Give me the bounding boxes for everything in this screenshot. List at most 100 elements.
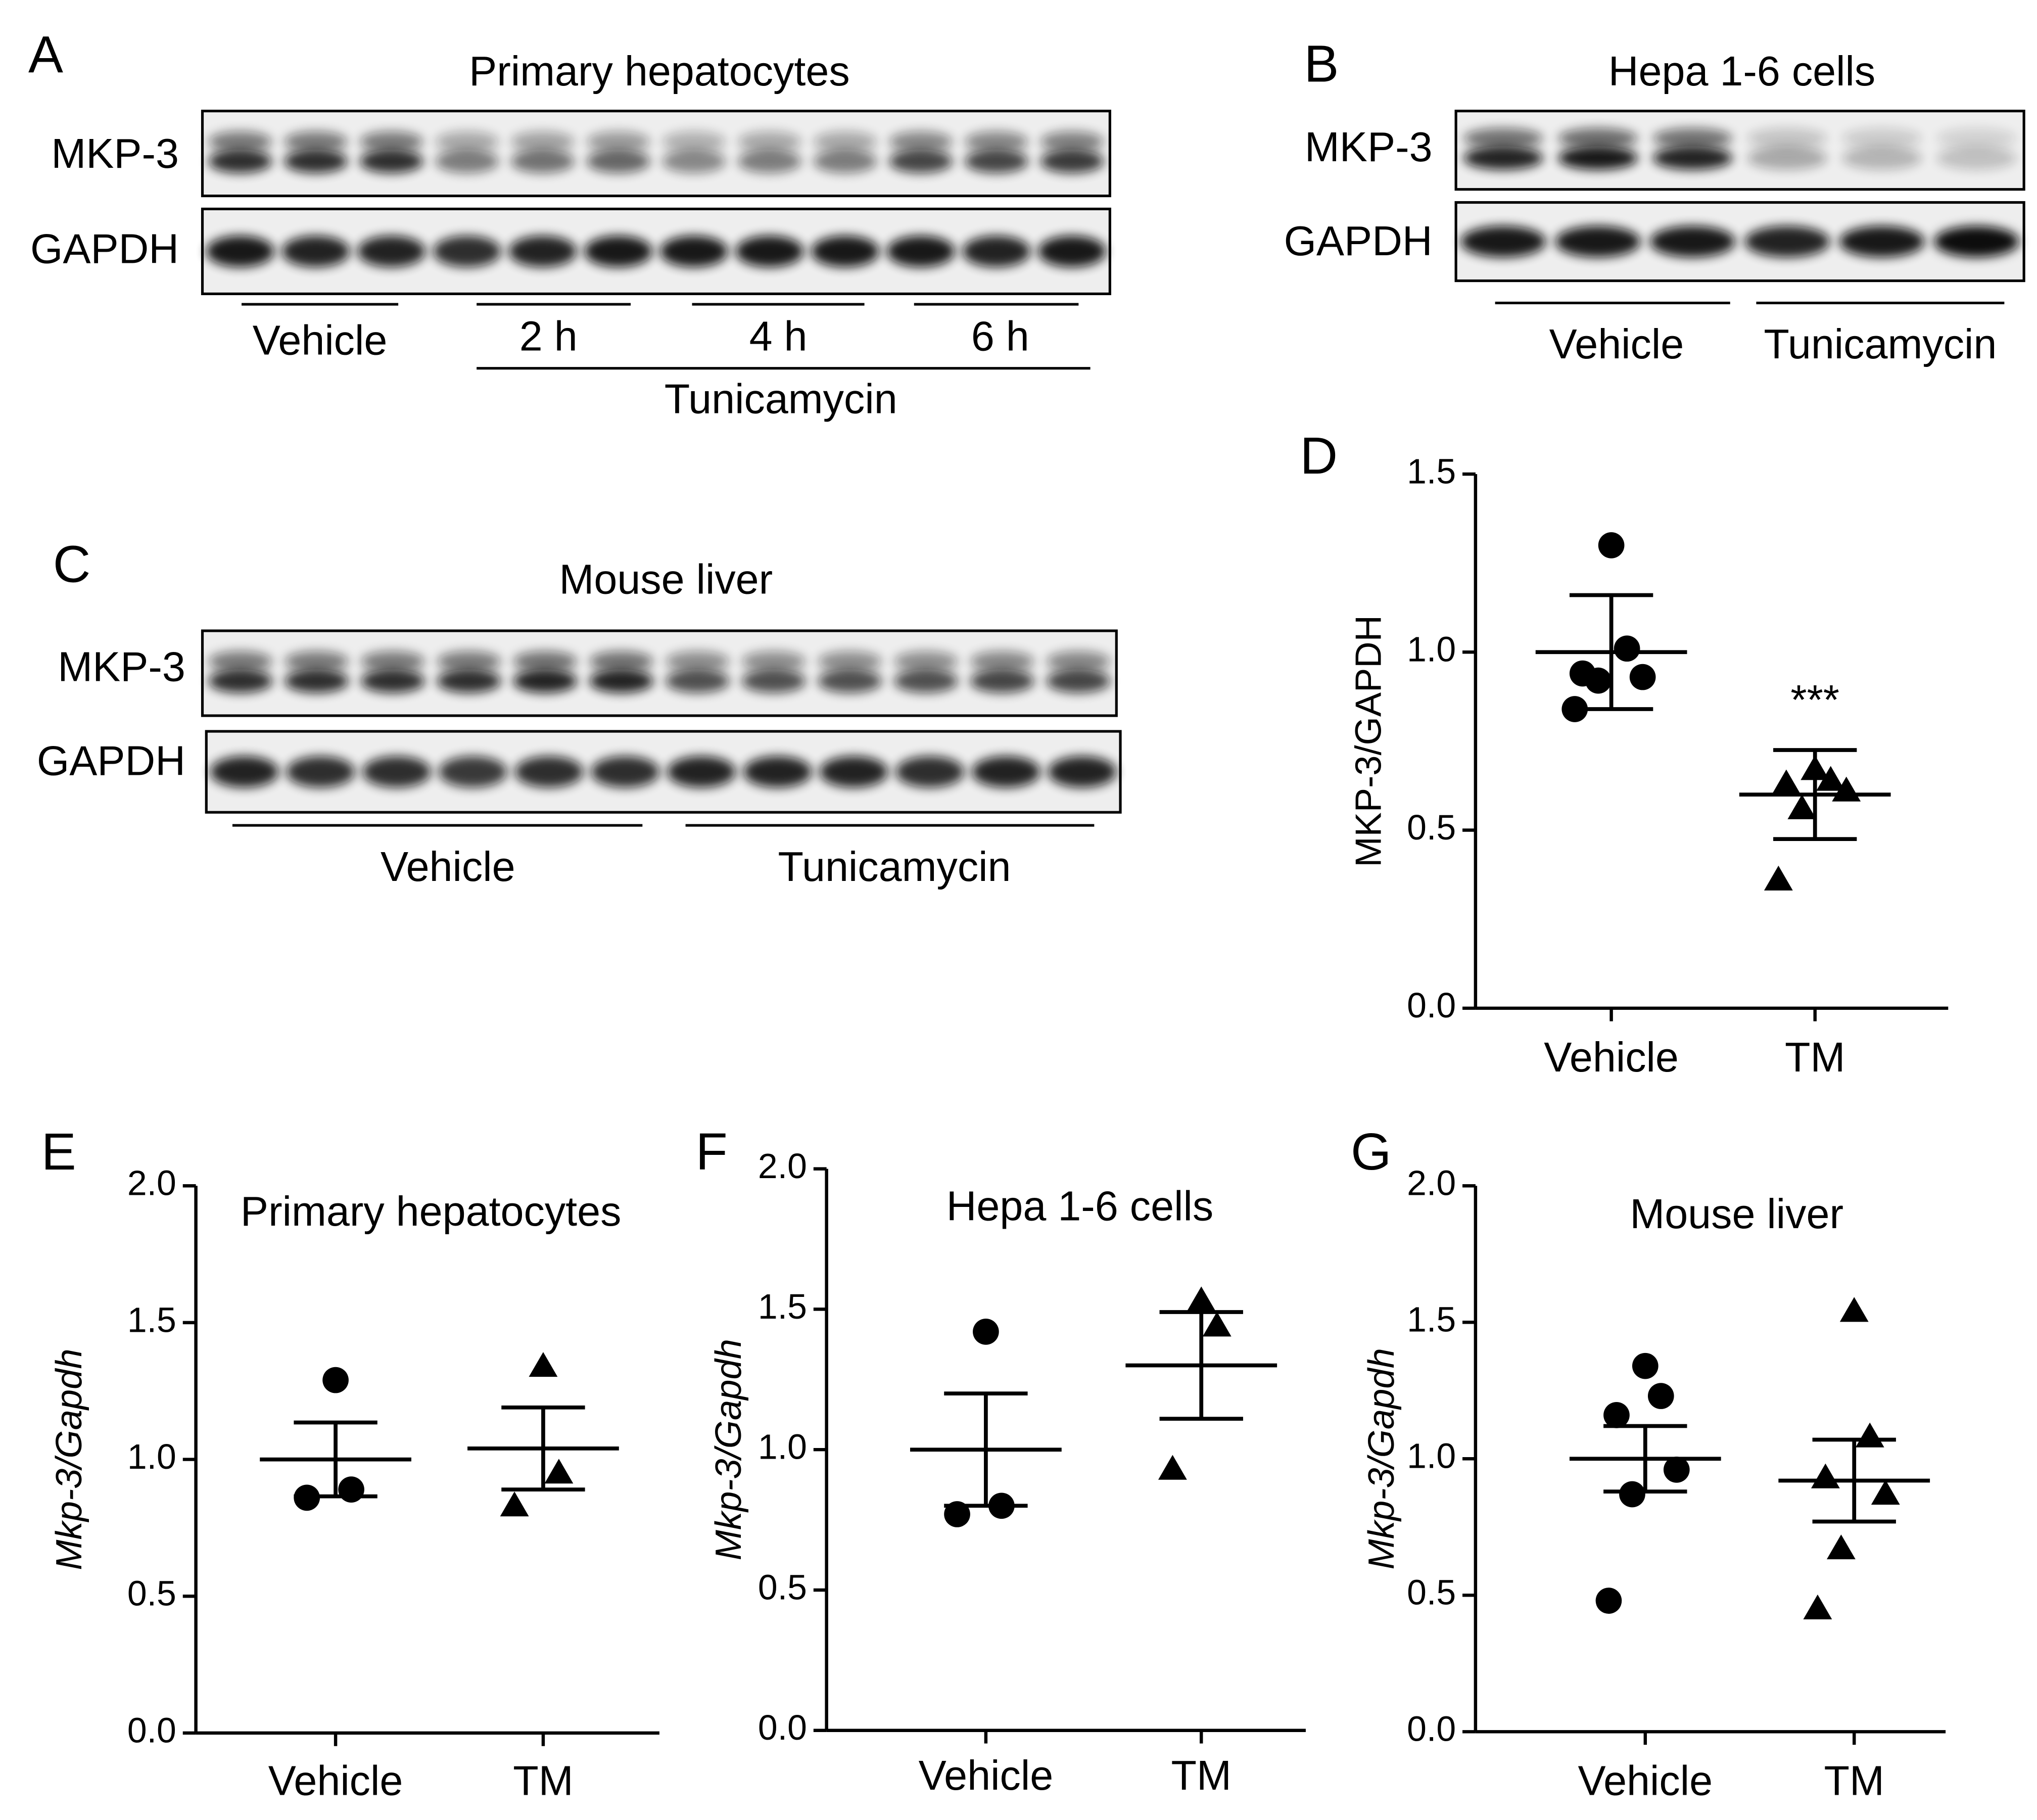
data-point (1202, 1312, 1231, 1337)
band (1558, 128, 1638, 149)
x-tick-label: TM (1824, 1757, 1884, 1804)
band (665, 669, 730, 693)
band (965, 131, 1028, 153)
band (285, 669, 349, 693)
y-tick-label: 0.5 (1407, 808, 1456, 847)
chart-title: Primary hepatocytes (241, 1188, 622, 1235)
band (514, 756, 584, 788)
band (735, 236, 804, 267)
data-point (973, 1319, 999, 1345)
band (1839, 226, 1925, 258)
band (1650, 226, 1735, 258)
y-tick-label: 0.5 (758, 1567, 807, 1607)
group-label: Tunicamycin (778, 843, 1011, 890)
band (1040, 131, 1104, 153)
band (659, 236, 728, 267)
blot-title: Primary hepatocytes (469, 48, 850, 95)
band (357, 236, 426, 267)
band (435, 131, 499, 153)
band (1463, 128, 1543, 149)
band (437, 651, 501, 672)
band (1936, 128, 2017, 149)
x-tick-label: TM (513, 1757, 573, 1804)
data-point (1826, 1534, 1856, 1560)
band (359, 149, 423, 173)
panel-letter: E (41, 1122, 76, 1181)
band (970, 651, 1034, 672)
group-label: Vehicle (381, 843, 515, 890)
band (970, 669, 1034, 693)
x-tick-label: TM (1785, 1034, 1845, 1081)
band (972, 756, 1040, 788)
band (206, 236, 274, 267)
band (1046, 669, 1111, 693)
data-point (322, 1367, 349, 1393)
band (1934, 226, 2019, 258)
panel-letter: F (696, 1122, 728, 1181)
band (361, 669, 425, 693)
band (286, 756, 355, 788)
band (811, 236, 879, 267)
band (511, 149, 575, 173)
data-point (1619, 1481, 1645, 1508)
band (741, 651, 806, 672)
band (359, 131, 423, 153)
band (437, 669, 501, 693)
band (1048, 756, 1117, 788)
band (819, 756, 888, 788)
band (662, 149, 726, 173)
data-point (1187, 1286, 1216, 1312)
band (586, 149, 650, 173)
band (1038, 236, 1106, 267)
y-axis-label: Mkp-3/Gapdh (49, 1348, 89, 1570)
data-point (1158, 1455, 1187, 1480)
panel-letter: C (53, 534, 91, 593)
group-label: 4 h (749, 313, 808, 360)
x-tick-label: Vehicle (919, 1752, 1054, 1799)
band (508, 236, 577, 267)
data-point (1585, 667, 1612, 694)
y-tick-label: 2.0 (127, 1163, 176, 1203)
data-point (1603, 1402, 1630, 1428)
group-label: Vehicle (1549, 320, 1684, 367)
data-point (1811, 1463, 1840, 1488)
band (284, 149, 348, 173)
row-label: GAPDH (1284, 217, 1433, 264)
band (818, 669, 882, 693)
band (208, 651, 273, 672)
blot-frame (201, 629, 1118, 717)
band (208, 131, 272, 153)
band (1842, 128, 1922, 149)
blot-frame (201, 110, 1111, 198)
band (513, 651, 578, 672)
y-tick-label: 1.0 (127, 1437, 176, 1476)
band (743, 756, 812, 788)
blot-frame (205, 730, 1122, 814)
band (511, 131, 575, 153)
band (894, 651, 958, 672)
band (433, 236, 501, 267)
x-tick-label: TM (1171, 1752, 1231, 1799)
band (741, 669, 806, 693)
data-point (1598, 532, 1625, 558)
band (1558, 146, 1638, 170)
data-point (338, 1476, 364, 1503)
chart-title: Mouse liver (1630, 1190, 1843, 1237)
data-point (1816, 766, 1845, 791)
blot-title: Hepa 1-6 cells (1608, 48, 1875, 95)
data-point (1772, 769, 1801, 795)
blot-frame (201, 207, 1111, 295)
band (813, 149, 877, 173)
y-tick-label: 1.5 (1407, 1300, 1456, 1339)
y-tick-label: 1.0 (1407, 1436, 1456, 1476)
data-point (1787, 794, 1817, 819)
band (435, 149, 499, 173)
x-tick-label: Vehicle (1578, 1757, 1713, 1804)
band (584, 236, 652, 267)
band (281, 236, 350, 267)
data-point (500, 1491, 529, 1517)
x-tick-label: Vehicle (1544, 1034, 1679, 1081)
y-axis-label: Mkp-3/Gapdh (708, 1339, 749, 1560)
